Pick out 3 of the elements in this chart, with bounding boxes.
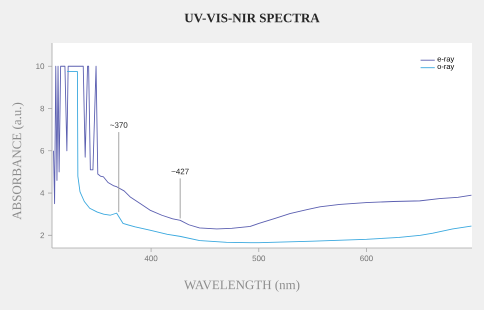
- x-axis-title: WAVELENGTH (nm): [184, 280, 300, 292]
- y-axis-title: ABSORBANCE (a.u.): [12, 102, 24, 220]
- chart-title: UV-VIS-NIR SPECTRA: [184, 14, 320, 22]
